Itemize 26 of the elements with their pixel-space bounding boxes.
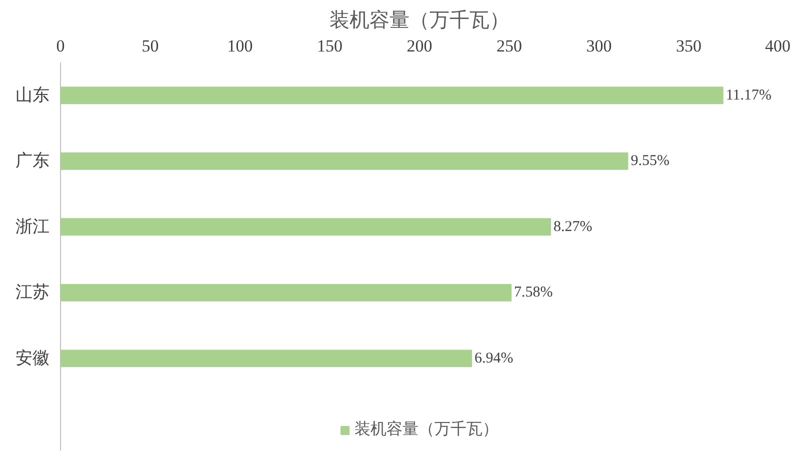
y-tick-label: 浙江 — [16, 216, 50, 237]
bar — [60, 284, 512, 302]
legend-label: 装机容量（万千瓦） — [354, 419, 498, 440]
annotation: 8.27% — [554, 218, 592, 235]
bar — [60, 152, 628, 170]
y-tick-label: 山东 — [16, 85, 50, 106]
bar — [60, 218, 552, 236]
x-tick-label: 250 — [496, 36, 522, 56]
x-tick-label: 200 — [406, 36, 432, 56]
x-tick-label: 350 — [676, 36, 702, 56]
bar — [60, 350, 472, 368]
bar — [60, 86, 724, 104]
annotation: 6.94% — [474, 350, 514, 366]
y-tick-label: 安徽 — [16, 348, 50, 368]
annotation: 9.55% — [630, 153, 670, 170]
y-tick-label: 江苏 — [16, 282, 50, 303]
x-tick-label: 0 — [56, 36, 65, 56]
y-tick-label: 广东 — [16, 151, 50, 172]
chart-title: 装机容量（万千瓦） — [330, 8, 510, 32]
annotation: 11.17% — [726, 87, 772, 104]
x-tick-label: 100 — [227, 36, 253, 56]
annotation: 7.58% — [514, 284, 553, 301]
x-tick-label: 150 — [317, 36, 342, 56]
x-tick-label: 50 — [142, 36, 159, 56]
x-tick-label: 400 — [765, 36, 790, 56]
x-tick-label: 300 — [586, 36, 612, 56]
